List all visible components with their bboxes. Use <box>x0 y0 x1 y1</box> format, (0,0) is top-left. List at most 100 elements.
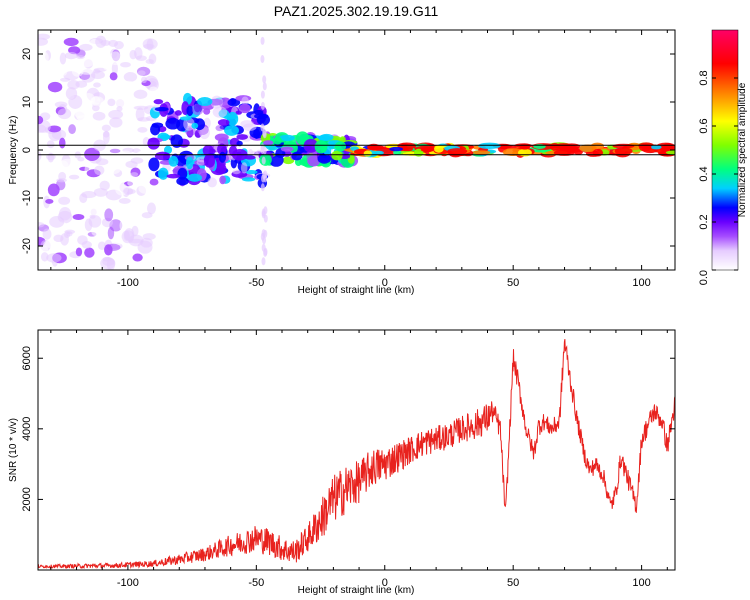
spectrogram-cell <box>54 101 68 108</box>
spectrogram-cell <box>261 257 266 266</box>
spectrogram-cell <box>64 51 78 60</box>
spectrogram-cell <box>111 97 126 110</box>
spectrogram-cell <box>263 206 268 215</box>
spectrogram-cell <box>58 137 66 149</box>
spectrogram-cell <box>363 150 372 157</box>
spectrogram-cell <box>260 36 265 45</box>
spectrogram-cell <box>280 146 294 152</box>
colorbar-tick-label: 0.0 <box>698 270 710 285</box>
spectrogram-cell <box>99 180 110 191</box>
snr-y-axis-label: SNR (10 * v/v) <box>8 418 19 482</box>
spectrogram-x-tick-label: -50 <box>248 277 264 289</box>
spectrogram-cell <box>93 82 101 88</box>
snr-y-ticks: 2000 4000 6000 <box>21 346 675 512</box>
spectrogram-cell <box>389 146 404 152</box>
spectrogram-cell <box>75 247 83 257</box>
spectrogram-cell <box>100 40 111 46</box>
spectrogram-cell <box>103 63 110 71</box>
spectrogram-cell <box>478 142 501 150</box>
colorbar-ticks: 0.0 0.2 0.4 0.6 0.8 <box>698 70 738 285</box>
spectrogram-cell <box>90 96 104 107</box>
spectrogram-cell <box>397 142 417 150</box>
spectrogram-x-tick-label: -100 <box>117 277 139 289</box>
spectrogram-cell <box>150 123 161 136</box>
spectrogram-cell <box>38 188 49 195</box>
spectrogram-cell <box>197 97 213 107</box>
spectrogram-cell <box>123 105 135 112</box>
spectrogram-cell <box>114 255 126 263</box>
spectrogram-cell <box>68 174 80 180</box>
spectrogram-cell <box>60 158 76 168</box>
spectrogram-cell <box>57 108 72 120</box>
spectrogram-cell <box>253 128 261 139</box>
spectrogram-x-ticks: -100 -50 0 50 100 <box>50 30 668 289</box>
spectrogram-cell <box>260 143 265 152</box>
spectrogram-cell <box>210 95 223 109</box>
snr-series-line <box>38 339 675 570</box>
spectrogram-cell <box>130 172 139 177</box>
spectrogram-cell <box>68 124 76 135</box>
spectrogram-cell <box>665 150 675 155</box>
spectrogram-cell <box>63 37 79 47</box>
spectrogram-cell <box>81 240 92 249</box>
spectrogram-cell <box>263 170 268 179</box>
spectrogram-cell <box>92 111 106 121</box>
spectrogram-cell <box>240 162 248 174</box>
spectrogram-cell <box>89 214 96 219</box>
spectrogram-cell <box>244 155 256 160</box>
spectrogram-cell <box>122 140 137 145</box>
colorbar-gradient <box>711 29 739 271</box>
spectrogram-y-axis-label: Frequency (Hz) <box>8 116 19 185</box>
spectrogram-cell <box>262 75 267 84</box>
spectrogram-cell <box>306 149 317 164</box>
spectrogram-cell <box>49 216 65 228</box>
spectrogram-cell <box>84 247 95 258</box>
spectrogram-x-tick-label: 0 <box>382 277 388 289</box>
spectrogram-cell <box>420 146 435 153</box>
spectrogram-cell <box>145 59 154 64</box>
spectrogram-cell <box>212 106 228 118</box>
spectrogram-cell <box>120 61 131 68</box>
spectrogram-cell <box>77 157 85 162</box>
spectrogram-cell <box>179 116 192 121</box>
spectrogram-cell <box>256 114 271 126</box>
snr-background <box>38 330 675 570</box>
spectrogram-cell <box>186 105 194 117</box>
spectrogram-cell <box>51 68 58 80</box>
spectrogram-cell <box>261 229 266 238</box>
spectrogram-cell <box>46 253 62 263</box>
spectrogram-cell <box>91 70 105 80</box>
spectrogram-cell <box>106 257 116 270</box>
spectrogram-cell <box>111 236 123 246</box>
spectrogram-cell <box>303 138 319 153</box>
spectrogram-cell <box>101 124 111 132</box>
spectrogram-cell <box>218 151 227 163</box>
spectrogram-cell <box>104 244 113 256</box>
spectrogram-cell <box>207 177 217 188</box>
snr-x-tick-label: 50 <box>507 577 519 589</box>
spectrogram-cell <box>91 227 107 237</box>
spectrogram-cell <box>263 214 268 223</box>
spectrogram-cell <box>137 126 148 133</box>
spectrogram-cell <box>170 134 183 148</box>
spectrogram-cell <box>143 43 155 49</box>
spectrogram-cell <box>104 208 114 222</box>
spectrogram-cell <box>191 103 204 116</box>
spectrogram-cell <box>109 117 123 128</box>
spectrogram-cell <box>168 155 179 167</box>
spectrogram-cell <box>107 226 115 240</box>
spectrogram-cell <box>79 43 93 51</box>
spectrogram-cell <box>185 156 194 170</box>
snr-y-tick-label: 2000 <box>21 487 33 511</box>
spectrogram-cell <box>279 134 295 142</box>
colorbar-tick-label: 0.6 <box>698 118 710 133</box>
spectrogram-cell <box>217 143 227 156</box>
spectrogram-cell <box>166 173 181 179</box>
spectrogram-cell <box>272 136 283 145</box>
spectrogram-cell <box>76 55 85 60</box>
spectrogram-cell <box>105 162 122 175</box>
spectrogram-cell <box>43 240 58 248</box>
spectrogram-cell <box>219 175 226 185</box>
spectrogram-cell <box>262 82 267 91</box>
spectrogram-cell <box>109 72 118 81</box>
